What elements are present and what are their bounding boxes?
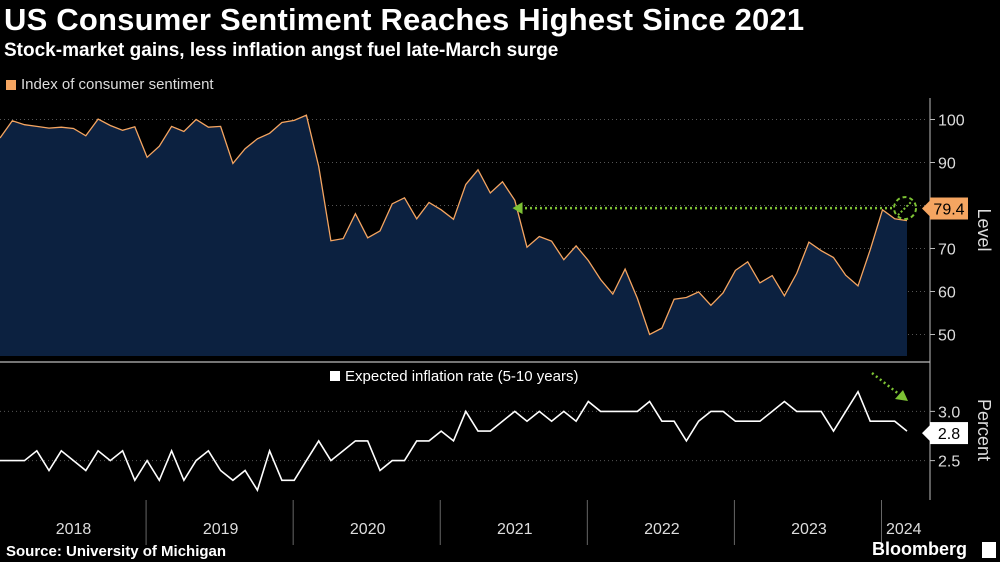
bloomberg-box-icon [982,542,996,558]
annotation-arrow-head [512,202,523,215]
sentiment-line [0,114,908,336]
x-tick-label: 2021 [497,521,533,538]
sentiment-callout-pointer [922,200,930,217]
sentiment-callout-box [930,197,968,220]
annotation-circle-slash [897,200,913,216]
annotation-down-arrow-line [871,372,901,396]
x-tick-label: 2020 [350,521,386,538]
x-tick-label: 2018 [56,521,92,538]
chart-subtitle: Stock-market gains, less inflation angst… [4,40,559,61]
top-y-tick-label: 60 [938,285,956,302]
top-y-tick-label: 70 [938,242,956,259]
legend-inflation-swatch [330,371,340,381]
top-y-tick-label: 50 [938,328,956,345]
inflation-line [0,389,908,493]
inflation-callout-value: 2.8 [938,426,960,443]
x-tick-label: 2022 [644,521,680,538]
bottom-y-tick-label: 3.0 [938,404,960,421]
legend-inflation-label: Expected inflation rate (5-10 years) [345,368,578,385]
bloomberg-logo: Bloomberg [872,539,968,559]
top-y-tick-label: 90 [938,156,956,173]
x-tick-label: 2023 [791,521,827,538]
top-y-tick-label: 100 [938,113,965,130]
x-tick-label: 2024 [886,521,922,538]
legend-swatch [6,79,16,90]
sentiment-callout-value: 79.4 [933,202,964,219]
annotation-down-arrow-head [895,390,908,401]
bottom-y-tick-label: 2.5 [938,454,960,471]
chart-title: US Consumer Sentiment Reaches Highest Si… [4,2,805,37]
sentiment-area [0,115,907,356]
top-y-axis-label: Level [974,208,994,251]
inflation-callout-pointer [922,425,930,442]
legend-sentiment: Index of consumer sentiment [6,76,214,93]
x-tick-label: 2019 [203,521,239,538]
inflation-callout-box [930,422,968,445]
bottom-y-axis-label: Percent [974,399,994,461]
legend-sentiment-label: Index of consumer sentiment [21,76,214,93]
annotation-circle [893,196,917,221]
source-note: Source: University of Michigan [6,543,227,560]
